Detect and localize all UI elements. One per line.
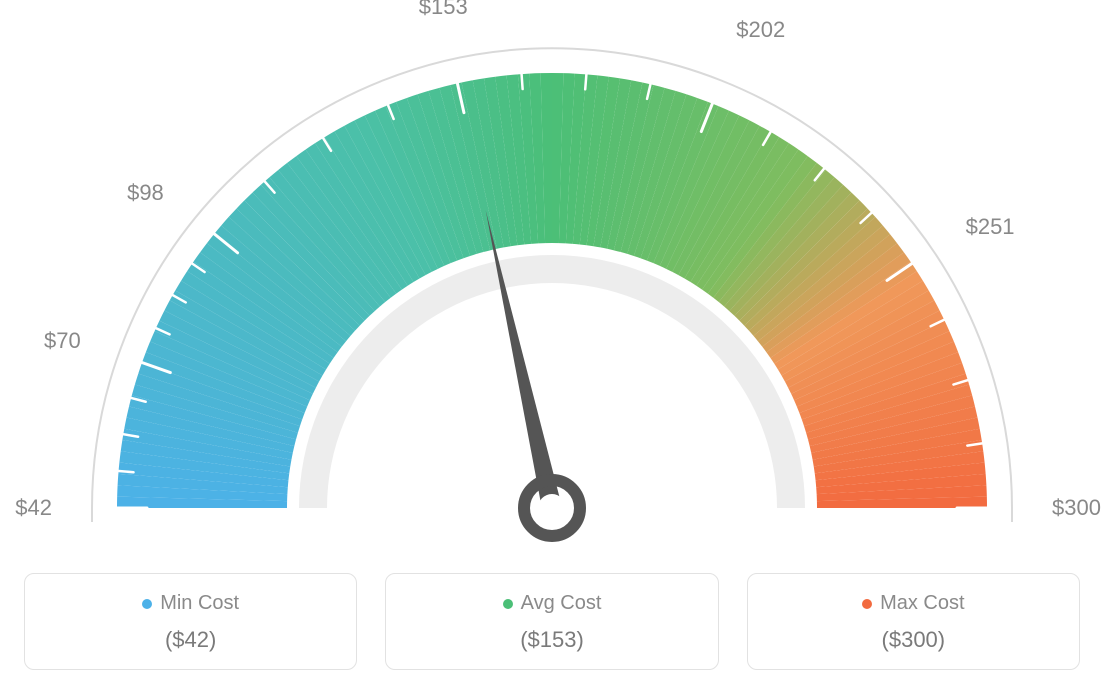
legend-title-avg: Avg Cost [503, 592, 602, 615]
legend-value-min: ($42) [37, 627, 344, 653]
gauge-svg [0, 0, 1104, 560]
gauge-tick-label: $42 [15, 495, 52, 521]
legend-title-min: Min Cost [142, 592, 239, 615]
legend-card-avg: Avg Cost ($153) [385, 573, 718, 670]
legend-label-avg: Avg Cost [521, 592, 602, 615]
gauge-tick-label: $153 [419, 0, 468, 20]
legend-card-min: Min Cost ($42) [24, 573, 357, 670]
gauge-tick-label: $300 [1052, 495, 1101, 521]
legend-dot-min [142, 599, 152, 609]
legend-label-min: Min Cost [160, 592, 239, 615]
legend-title-max: Max Cost [862, 592, 964, 615]
gauge-tick-label: $251 [966, 214, 1015, 240]
legend-dot-max [862, 599, 872, 609]
cost-gauge: $42 $70 $98 $153 $202 $251 $300 [0, 0, 1104, 560]
gauge-tick-label: $202 [736, 17, 785, 43]
legend-value-avg: ($153) [398, 627, 705, 653]
legend-label-max: Max Cost [880, 592, 964, 615]
legend-card-max: Max Cost ($300) [747, 573, 1080, 670]
gauge-tick-label: $70 [44, 328, 81, 354]
legend-row: Min Cost ($42) Avg Cost ($153) Max Cost … [24, 573, 1080, 670]
legend-dot-avg [503, 599, 513, 609]
gauge-tick-label: $98 [127, 180, 164, 206]
legend-value-max: ($300) [760, 627, 1067, 653]
